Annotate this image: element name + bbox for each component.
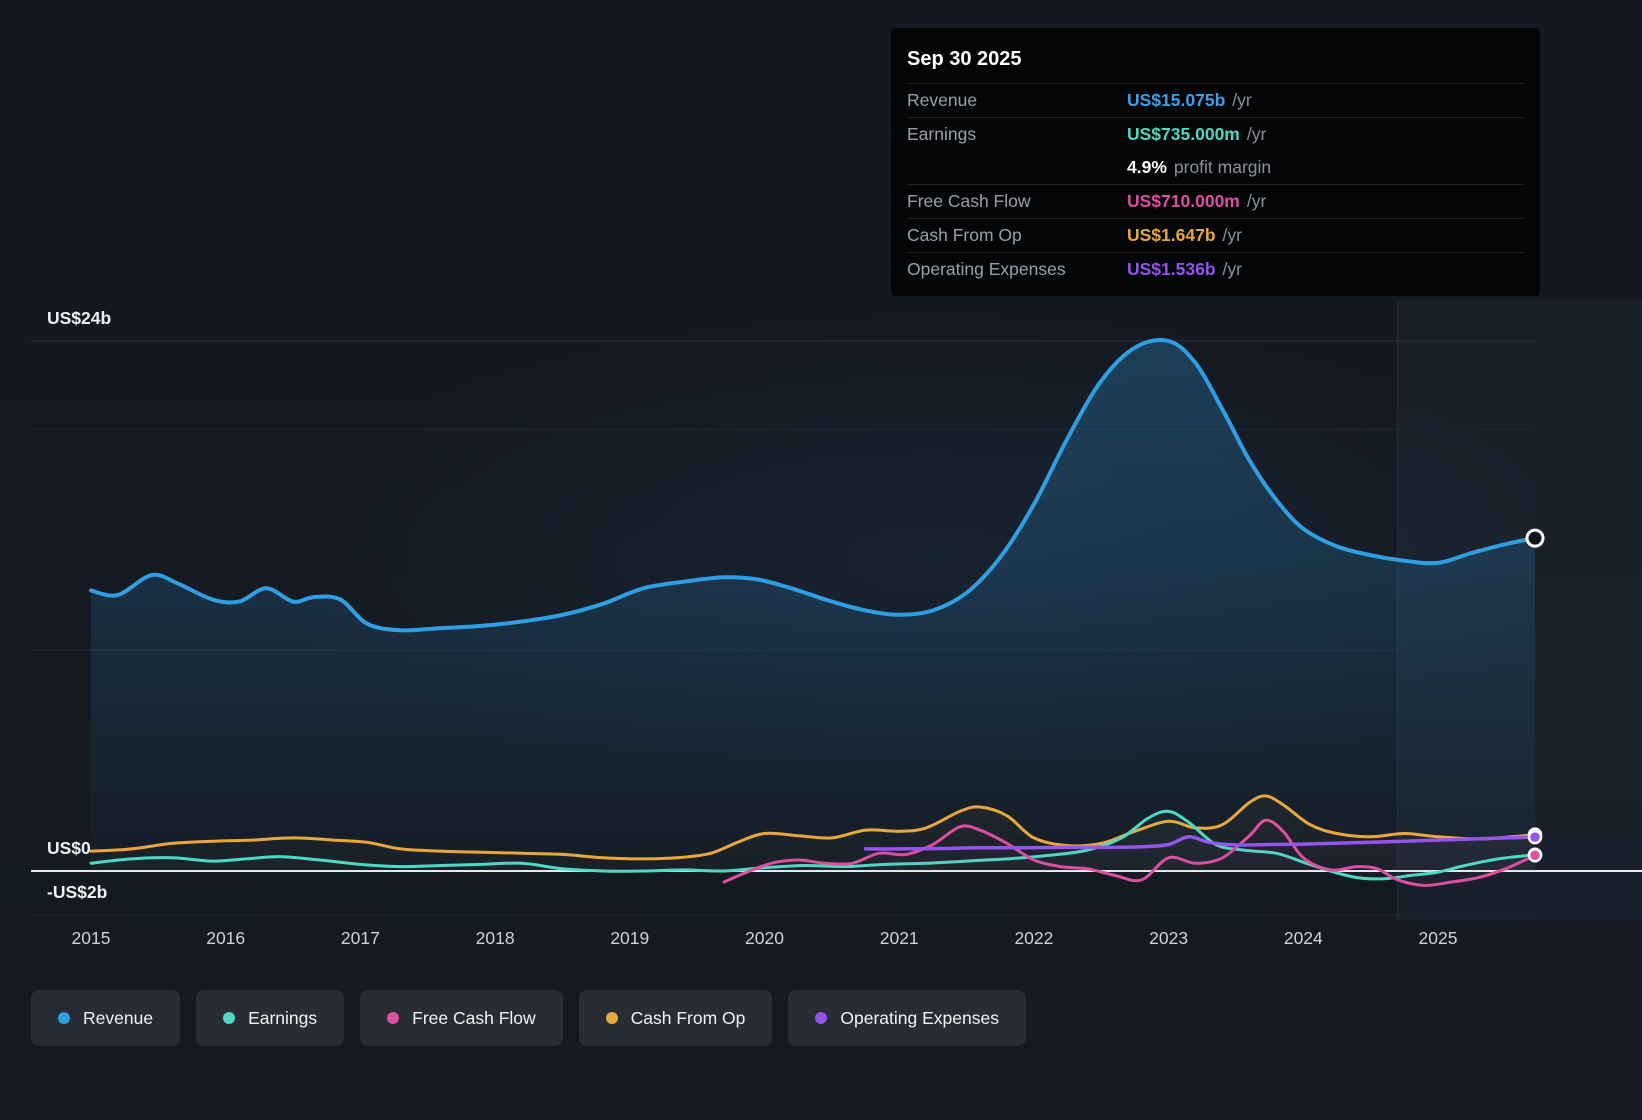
tooltip-row-free-cash-flow: Free Cash Flow US$710.000m/yr (907, 184, 1524, 218)
series-operating-expenses-area (865, 836, 1535, 871)
tooltip-row-operating-expenses: Operating Expenses US$1.536b/yr (907, 252, 1524, 286)
legend-item-operating-expenses[interactable]: Operating Expenses (788, 990, 1026, 1046)
legend-item-free-cash-flow[interactable]: Free Cash Flow (360, 990, 563, 1046)
legend-label-cash-from-op: Cash From Op (630, 1007, 746, 1028)
series-free-cash-flow-line (722, 818, 1537, 887)
marker-revenue (1525, 528, 1545, 548)
legend-dot-free-cash-flow (387, 1012, 400, 1024)
series-operating-expenses-line (863, 835, 1537, 851)
tooltip-label-free-cash-flow: Free Cash Flow (907, 191, 1031, 211)
legend-label-free-cash-flow: Free Cash Flow (412, 1007, 536, 1028)
marker-free-cash-flow (1527, 848, 1543, 863)
series-revenue-area (91, 340, 1535, 871)
tooltip-row-revenue: Revenue US$15.075b/yr (907, 83, 1524, 117)
legend-dot-operating-expenses (815, 1012, 828, 1024)
tooltip-rows: Revenue US$15.075b/yr Earnings US$735.000m /… (907, 83, 1524, 286)
legend: Revenue Earnings Free Cash Flow Cash From O… (31, 990, 1026, 1046)
tooltip-value-profit-margin: 4.9% profit margin (1127, 157, 1272, 177)
tooltip-date: Sep 30 2025 (907, 48, 1022, 70)
legend-dot-revenue (58, 1012, 70, 1024)
tooltip-row-cash-from-op: Cash From Op US$1.647b/yr (907, 218, 1524, 252)
tooltip-value-earnings: US$735.000m/yr (1127, 124, 1267, 144)
legend-dot-cash-from-op (605, 1012, 618, 1024)
tooltip-value-revenue: US$15.075b/yr (1127, 90, 1252, 110)
marker-operating-expenses (1527, 829, 1543, 845)
legend-label-earnings: Earnings (248, 1007, 318, 1028)
tooltip-label-operating-expenses: Operating Expenses (907, 259, 1066, 279)
tooltip-value-cash-from-op: US$1.647b/yr (1127, 225, 1242, 245)
tooltip: Sep 30 2025 Revenue US$15.075b/yr Earnings… (891, 28, 1540, 296)
tooltip-label-earnings: Earnings (907, 124, 977, 144)
legend-label-operating-expenses: Operating Expenses (840, 1007, 999, 1028)
tooltip-label-cash-from-op: Cash From Op (907, 225, 1022, 245)
series-cash-from-op-line (89, 794, 1537, 861)
legend-dot-earnings (223, 1012, 236, 1024)
legend-item-revenue[interactable]: Revenue (31, 990, 181, 1046)
legend-label-revenue: Revenue (83, 1007, 154, 1028)
tooltip-label-revenue: Revenue (907, 90, 978, 110)
tooltip-row-profit-margin: 4.9% profit margin (907, 151, 1524, 184)
series-revenue-line (89, 338, 1537, 633)
legend-item-cash-from-op[interactable]: Cash From Op (578, 990, 773, 1046)
tooltip-value-free-cash-flow: US$710.000m/yr (1127, 191, 1267, 211)
tooltip-row-earnings: Earnings US$735.000m/yr (907, 117, 1524, 151)
tooltip-value-operating-expenses: US$1.536b/yr (1127, 259, 1242, 279)
legend-item-earnings[interactable]: Earnings (196, 990, 345, 1046)
